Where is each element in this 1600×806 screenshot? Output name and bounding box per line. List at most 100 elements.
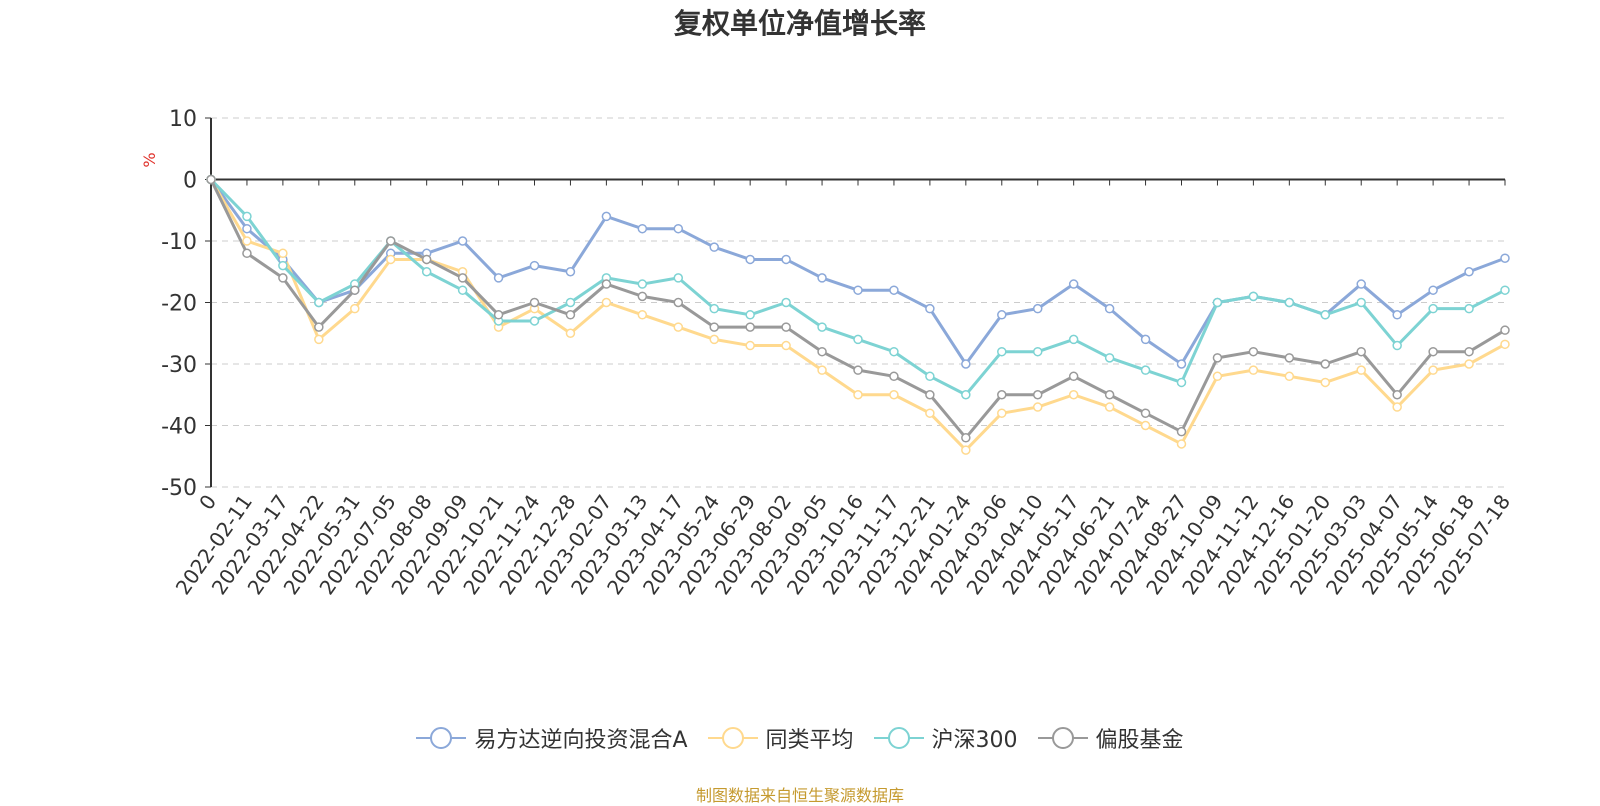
series-0-point[interactable]: [1068, 279, 1079, 289]
series-2-point[interactable]: [314, 297, 324, 308]
series-2-point[interactable]: [1356, 297, 1366, 308]
series-3-point[interactable]: [997, 390, 1007, 400]
series-1-point[interactable]: [1248, 365, 1259, 375]
series-1-point[interactable]: [242, 236, 252, 246]
series-3-point[interactable]: [350, 285, 360, 295]
series-3-point[interactable]: [1068, 371, 1079, 382]
series-3-point[interactable]: [421, 254, 432, 265]
legend-item-0[interactable]: 易方达逆向投资混合A: [416, 722, 688, 754]
series-2-point[interactable]: [1176, 377, 1187, 388]
series-0-point[interactable]: [709, 242, 719, 252]
series-1-point[interactable]: [1464, 359, 1474, 369]
series-3-point[interactable]: [1464, 346, 1474, 357]
series-1-point[interactable]: [925, 408, 935, 418]
series-3-point[interactable]: [278, 273, 288, 283]
series-1-point[interactable]: [1392, 402, 1402, 412]
series-3-point[interactable]: [206, 174, 216, 185]
series-2-point[interactable]: [1140, 365, 1151, 375]
series-1-point[interactable]: [1428, 365, 1438, 375]
series-0-point[interactable]: [493, 273, 504, 283]
series-2-point[interactable]: [278, 260, 288, 271]
series-1-point[interactable]: [1500, 339, 1510, 350]
series-2-point[interactable]: [1068, 334, 1079, 345]
series-2-point[interactable]: [565, 297, 576, 308]
series-1-point[interactable]: [997, 408, 1007, 418]
series-3-point[interactable]: [457, 273, 468, 283]
series-0-point[interactable]: [1104, 303, 1115, 314]
series-3-point[interactable]: [1500, 325, 1510, 335]
series-2-point[interactable]: [1212, 297, 1223, 308]
series-1-point[interactable]: [1032, 402, 1043, 412]
series-3-point[interactable]: [781, 322, 791, 332]
series-2-point[interactable]: [421, 267, 432, 277]
series-1-point[interactable]: [601, 297, 612, 308]
series-1-point[interactable]: [1356, 365, 1366, 375]
series-0-point[interactable]: [1356, 279, 1366, 289]
series-0-point[interactable]: [889, 285, 899, 295]
series-1-point[interactable]: [961, 445, 971, 455]
series-3-point[interactable]: [817, 346, 827, 357]
series-2-point[interactable]: [781, 297, 791, 308]
series-3-point[interactable]: [1248, 346, 1259, 357]
series-2-point[interactable]: [242, 211, 252, 222]
series-2-point[interactable]: [817, 322, 827, 332]
series-3-point[interactable]: [1176, 426, 1187, 437]
series-3-point[interactable]: [1392, 390, 1402, 400]
series-0-point[interactable]: [1392, 310, 1402, 320]
series-3-point[interactable]: [242, 248, 252, 259]
series-3-point[interactable]: [1428, 346, 1438, 357]
series-1-point[interactable]: [1068, 390, 1079, 400]
series-3-point[interactable]: [1212, 353, 1223, 363]
series-0-point[interactable]: [565, 267, 576, 277]
series-3-point[interactable]: [961, 433, 971, 443]
series-1-point[interactable]: [1284, 371, 1295, 382]
series-3-point[interactable]: [1140, 408, 1151, 418]
series-0-point[interactable]: [1032, 303, 1043, 314]
legend-item-1[interactable]: 同类平均: [707, 722, 854, 754]
series-3-point[interactable]: [889, 371, 899, 382]
series-3-point[interactable]: [493, 310, 504, 320]
series-2-point[interactable]: [1464, 303, 1474, 314]
series-0-point[interactable]: [242, 223, 252, 234]
series-3-point[interactable]: [385, 236, 396, 246]
legend-item-3[interactable]: 偏股基金: [1037, 722, 1184, 754]
series-1-point[interactable]: [1320, 377, 1331, 388]
series-2-point[interactable]: [961, 390, 971, 400]
series-0-point[interactable]: [1140, 334, 1151, 345]
series-2-point[interactable]: [709, 303, 719, 314]
series-3-point[interactable]: [673, 297, 684, 308]
series-2-point[interactable]: [889, 346, 899, 357]
series-0-point[interactable]: [1464, 267, 1474, 277]
series-3-point[interactable]: [1032, 390, 1043, 400]
series-1-point[interactable]: [314, 334, 324, 345]
series-2-point[interactable]: [997, 346, 1007, 357]
series-1-point[interactable]: [1140, 420, 1151, 431]
series-1-point[interactable]: [1212, 371, 1223, 382]
series-1-point[interactable]: [385, 254, 396, 265]
series-0-point[interactable]: [817, 273, 827, 283]
series-3-point[interactable]: [709, 322, 719, 332]
series-3-point[interactable]: [637, 291, 648, 302]
series-0-point[interactable]: [853, 285, 863, 295]
series-3-point[interactable]: [853, 365, 863, 375]
series-2-point[interactable]: [853, 334, 863, 345]
series-2-point[interactable]: [1248, 291, 1259, 302]
series-1-point[interactable]: [350, 303, 360, 314]
series-3-point[interactable]: [1104, 390, 1115, 400]
series-3-point[interactable]: [314, 322, 324, 332]
series-1-point[interactable]: [889, 390, 899, 400]
series-0-point[interactable]: [745, 254, 755, 265]
series-1-point[interactable]: [709, 334, 719, 345]
series-0-point[interactable]: [1428, 285, 1438, 295]
series-2-point[interactable]: [925, 371, 935, 382]
series-1-point[interactable]: [278, 248, 288, 259]
series-1-point[interactable]: [817, 365, 827, 375]
series-0-point[interactable]: [637, 223, 648, 234]
series-0-point[interactable]: [673, 223, 684, 234]
series-1-point[interactable]: [673, 322, 684, 332]
series-2-point[interactable]: [1428, 303, 1438, 314]
series-3-point[interactable]: [925, 390, 935, 400]
series-1-point[interactable]: [853, 390, 863, 400]
series-2-point[interactable]: [1032, 346, 1043, 357]
series-3-point[interactable]: [601, 279, 612, 289]
